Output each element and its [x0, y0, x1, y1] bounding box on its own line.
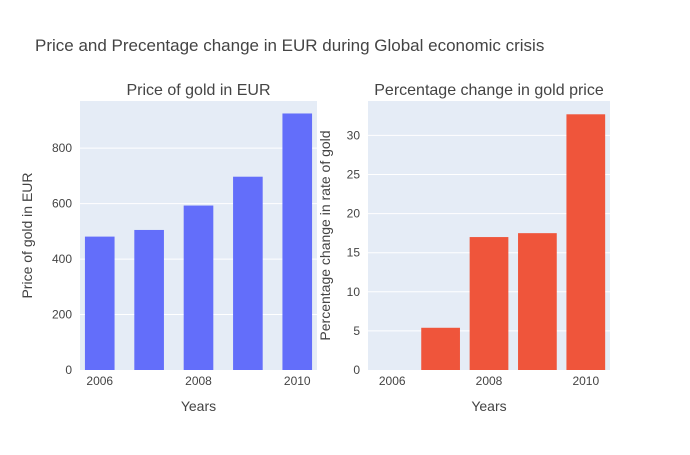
bar [233, 176, 263, 370]
y-tick-label: 0 [65, 363, 72, 377]
y-axis-title-price: Price of gold in EUR [19, 172, 35, 298]
y-tick-label: 25 [347, 168, 361, 182]
bar [421, 327, 460, 370]
y-tick-label: 15 [347, 246, 361, 260]
subplot-title-price: Price of gold in EUR [126, 82, 270, 99]
x-ticks-price: 2006 2008 2010 [86, 374, 311, 388]
x-tick-label: 2008 [185, 374, 212, 388]
subplot-title-percentage: Percentage change in gold price [374, 82, 604, 99]
y-ticks-percentage: 0 5 10 15 20 25 30 [347, 128, 361, 377]
y-axis-title-percentage: Percentage change in rate of gold [317, 130, 333, 340]
x-tick-label: 2008 [476, 374, 503, 388]
figure-title: Price and Precentage change in EUR durin… [35, 36, 544, 55]
subplot-price: 2006 2008 2010 0 200 400 600 800 Price of gold… [19, 82, 317, 414]
y-tick-label: 20 [347, 207, 361, 221]
bar [566, 114, 606, 370]
x-axis-title-percentage: Years [471, 398, 506, 414]
y-tick-label: 800 [52, 141, 72, 155]
x-tick-label: 2010 [572, 374, 599, 388]
y-tick-label: 5 [353, 324, 360, 338]
x-axis-title-price: Years [181, 398, 216, 414]
x-tick-label: 2006 [86, 374, 113, 388]
bar [134, 229, 164, 370]
x-ticks-percentage: 2006 2008 2010 [379, 374, 600, 388]
y-tick-label: 10 [347, 285, 361, 299]
bars-price [84, 113, 313, 371]
bar [518, 233, 557, 370]
y-tick-label: 0 [353, 363, 360, 377]
x-tick-label: 2006 [379, 374, 406, 388]
y-tick-label: 30 [347, 128, 361, 142]
y-tick-label: 400 [52, 252, 72, 266]
bar [469, 237, 509, 370]
subplot-percentage: 2006 2008 2010 0 5 10 15 20 25 30 Percentage cha… [317, 82, 610, 414]
y-tick-label: 600 [52, 197, 72, 211]
bar [183, 205, 214, 370]
bar [282, 113, 313, 371]
bar [84, 236, 115, 370]
x-tick-label: 2010 [284, 374, 311, 388]
bars-percentage [421, 114, 606, 370]
y-ticks-price: 0 200 400 600 800 [52, 141, 72, 377]
y-tick-label: 200 [52, 308, 72, 322]
